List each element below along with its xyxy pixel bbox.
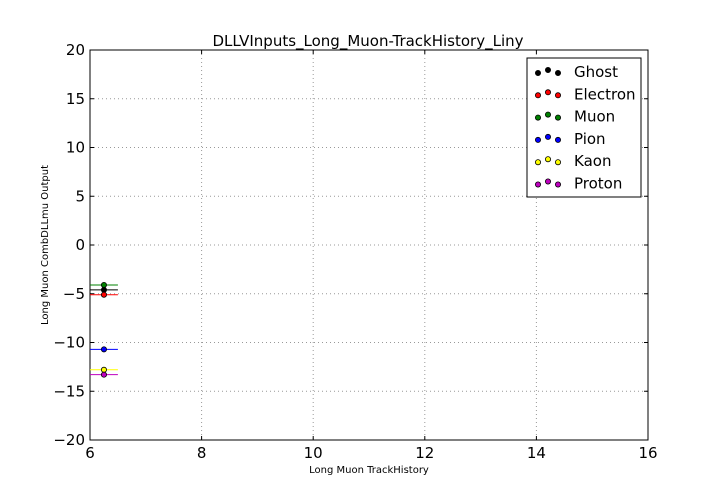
legend-label: Electron	[574, 85, 636, 103]
legend-label: Pion	[574, 130, 606, 148]
data-point-kaon	[100, 366, 107, 373]
y-tick-label: 0	[75, 236, 85, 254]
legend-marker	[555, 114, 562, 121]
legend-marker	[535, 181, 542, 188]
legend-marker	[535, 136, 542, 143]
legend-marker	[545, 133, 552, 140]
y-tick-label: −20	[53, 431, 85, 449]
legend-marker	[555, 181, 562, 188]
legend-marker	[555, 159, 562, 166]
data-point-ghost	[100, 286, 107, 293]
legend: Ghost Electron Muon Pion Kaon Proton	[526, 57, 642, 198]
x-axis-label: Long Muon TrackHistory	[309, 465, 429, 476]
legend-marker	[535, 159, 542, 166]
legend-marker	[535, 92, 542, 99]
y-tick-label: 20	[66, 41, 85, 59]
data-point-muon	[100, 281, 107, 288]
legend-marker	[545, 89, 552, 96]
legend-marker	[545, 111, 552, 118]
x-tick-label: 8	[197, 444, 207, 462]
y-tick-label: 15	[66, 90, 85, 108]
legend-label: Muon	[574, 108, 615, 126]
x-tick-label: 12	[415, 444, 434, 462]
y-tick-label: −15	[53, 382, 85, 400]
data-marks	[90, 281, 118, 378]
legend-box	[526, 57, 642, 198]
legend-label: Kaon	[574, 152, 611, 170]
y-tick-label: −10	[53, 334, 85, 352]
legend-label: Proton	[574, 175, 622, 193]
legend-marker	[555, 70, 562, 77]
x-tick-label: 14	[527, 444, 546, 462]
y-axis-label: Long Muon CombDLLmu Output	[40, 165, 51, 325]
legend-marker	[535, 114, 542, 121]
legend-marker	[545, 178, 552, 185]
data-point-pion	[100, 346, 107, 353]
y-tick-label: 5	[75, 187, 85, 205]
chart-title: DLLVInputs_Long_Muon-TrackHistory_Liny	[212, 32, 523, 51]
legend-marker	[555, 92, 562, 99]
x-tick-label: 16	[638, 444, 657, 462]
legend-marker	[545, 156, 552, 163]
data-point-proton	[100, 371, 107, 378]
x-tick-label: 10	[304, 444, 323, 462]
y-tick-label: −5	[63, 285, 85, 303]
data-point-electron	[100, 291, 107, 298]
legend-marker	[555, 136, 562, 143]
legend-marker	[545, 67, 552, 74]
y-tick-label: 10	[66, 139, 85, 157]
x-tick-label: 6	[85, 444, 95, 462]
axis-ticks: 6 8 10 12 14 16 20 15 10 5 0 −5 −10 −15 −20	[53, 41, 657, 462]
legend-marker	[535, 70, 542, 77]
legend-label: Ghost	[574, 63, 618, 81]
